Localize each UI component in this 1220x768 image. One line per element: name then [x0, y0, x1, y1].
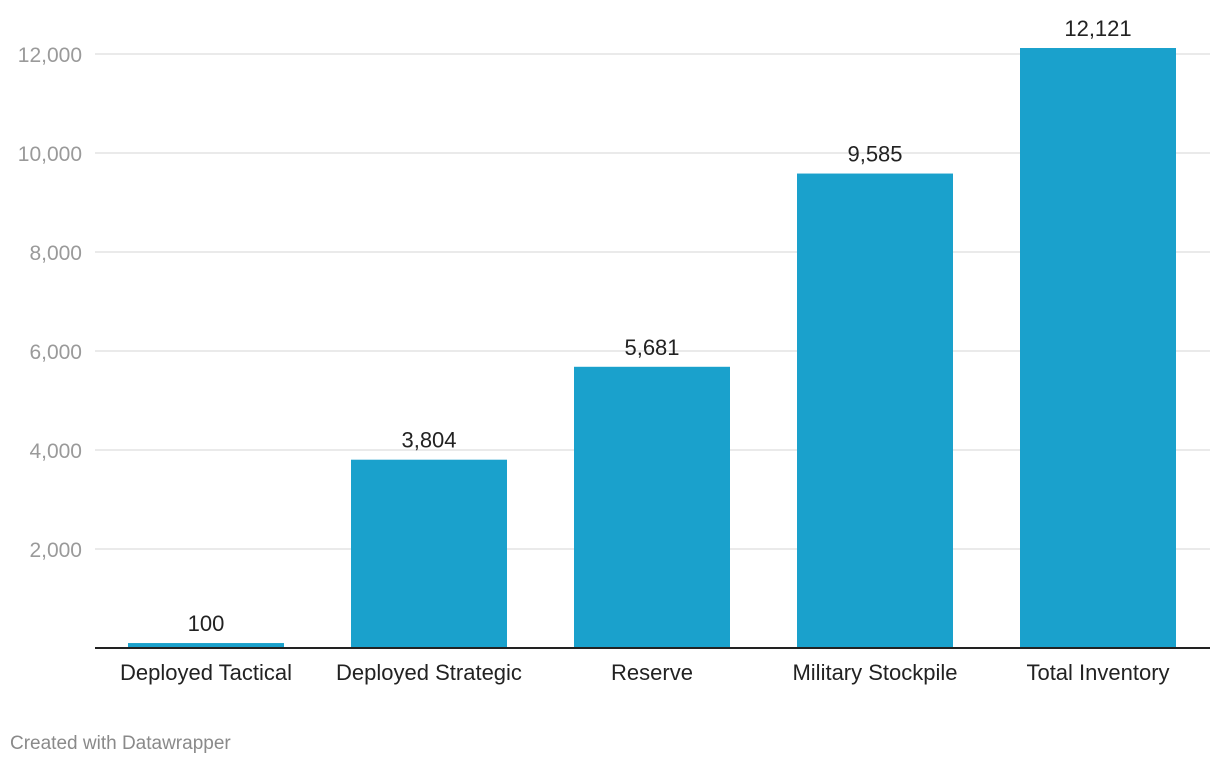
bar — [574, 366, 730, 648]
bar — [128, 643, 284, 648]
bar — [1020, 48, 1176, 648]
x-tick-label: Reserve — [611, 660, 693, 685]
bar — [797, 173, 953, 649]
credit-text: Created with Datawrapper — [10, 733, 231, 754]
x-tick-label: Deployed Tactical — [120, 660, 292, 685]
y-tick-label: 2,000 — [29, 539, 82, 562]
x-tick-label: Military Stockpile — [792, 660, 957, 685]
x-tick-label: Deployed Strategic — [336, 660, 522, 685]
value-label: 9,585 — [847, 142, 902, 167]
value-label: 100 — [188, 611, 225, 636]
y-tick-label: 10,000 — [18, 143, 82, 166]
x-tick-label: Total Inventory — [1026, 660, 1169, 685]
y-tick-label: 6,000 — [29, 341, 82, 364]
bar — [351, 459, 507, 648]
y-tick-label: 8,000 — [29, 242, 82, 265]
y-tick-label: 12,000 — [18, 44, 82, 67]
value-label: 12,121 — [1064, 16, 1131, 41]
y-tick-label: 4,000 — [29, 440, 82, 463]
value-label: 5,681 — [624, 335, 679, 360]
value-label: 3,804 — [401, 428, 456, 453]
